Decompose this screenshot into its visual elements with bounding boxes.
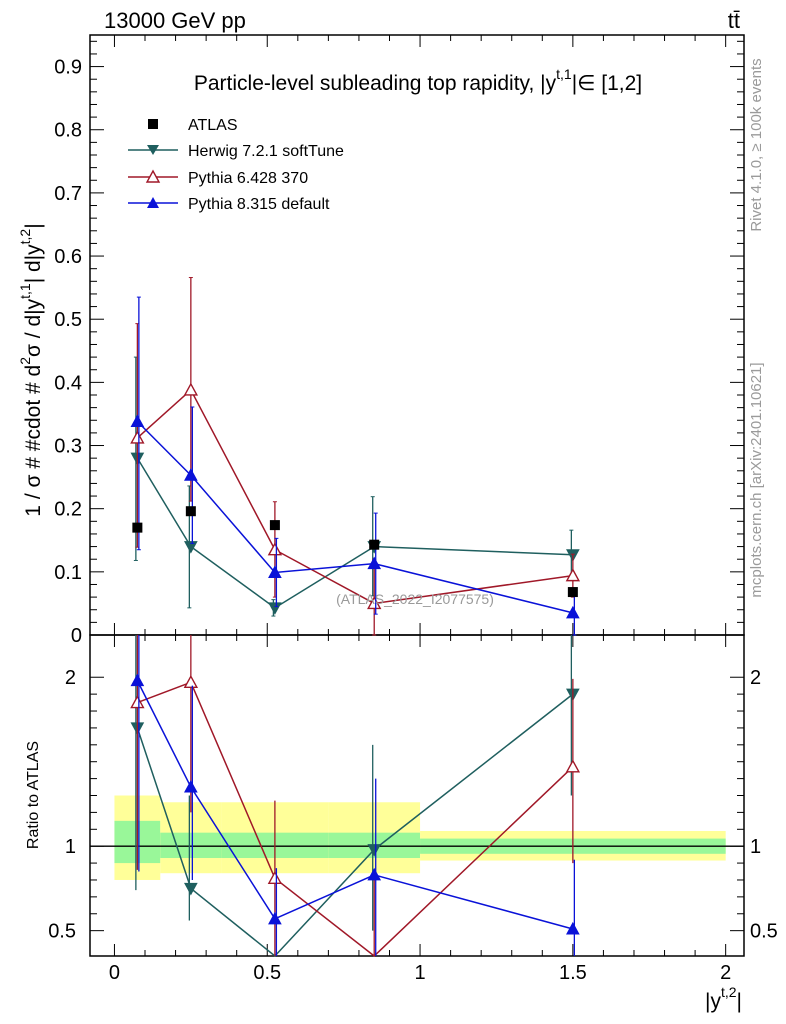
series-2-ratio-point-4 [566, 921, 580, 935]
uncertainty-bands [90, 795, 744, 880]
ratio-tick-label-right-2: 2 [750, 667, 761, 689]
y-tick-label-6: 0.6 [54, 246, 82, 268]
axis-ticks: 0 0.5 1 1.5 2 0 0.1 0.2 0.3 0.4 0.5 0.6 0.7 0.8 0.9 0.5… [48, 35, 778, 984]
legend-item-pythia8: Pythia 8.315 default [128, 196, 330, 213]
y-axis-label: 1 / σ # #cdot # d2σ / d|yt,1| d|yt,2| [17, 223, 45, 516]
legend-marker-pythia6 [145, 169, 161, 183]
ratio-tick-label-0: 0.5 [48, 921, 76, 943]
ratio-axis-label: Ratio to ATLAS [25, 741, 42, 849]
legend-item-herwig: Herwig 7.2.1 softTune [128, 143, 344, 160]
y-tick-label-3: 0.3 [54, 436, 82, 458]
band-inner-1 [160, 832, 222, 859]
series-2-ratio-point-3 [367, 867, 382, 881]
process-label: tt̄ [728, 8, 740, 33]
atlas-point-1 [185, 506, 196, 517]
legend-label-herwig: Herwig 7.2.1 softTune [188, 143, 344, 160]
y-tick-label-7: 0.7 [54, 183, 82, 205]
series-1-ratio-point-1 [183, 674, 199, 689]
series-2-point-4 [566, 605, 580, 619]
y-tick-label-8: 0.8 [54, 120, 82, 142]
main-series [130, 277, 581, 636]
legend-marker-atlas [148, 119, 158, 129]
atlas-point-4 [567, 587, 578, 598]
mcplots-label: mcplots.cern.ch [arXiv:2401.10621] [748, 362, 765, 597]
x-tick-label-2: 1 [414, 962, 425, 984]
series-1-point-0 [130, 430, 145, 444]
legend-label-pythia8: Pythia 8.315 default [188, 196, 330, 213]
atlas-point-0 [132, 522, 143, 533]
x-tick-label-0: 0 [109, 962, 120, 984]
y-tick-label-0: 0 [71, 625, 82, 647]
chart-title: Particle-level subleading top rapidity, … [194, 66, 642, 95]
legend-label-pythia6: Pythia 6.428 370 [188, 170, 308, 187]
series-2-point-1 [184, 468, 198, 481]
series-1-point-3 [367, 595, 382, 610]
series-2-ratio-point-2 [268, 911, 282, 925]
y-tick-label-1: 0.1 [54, 562, 82, 584]
series-1-point-1 [183, 382, 199, 396]
ratio-tick-label-2: 2 [65, 667, 76, 689]
energy-label: 13000 GeV pp [104, 8, 246, 33]
series-1-point-4 [565, 568, 581, 582]
legend-label-atlas: ATLAS [188, 117, 238, 134]
x-axis-label: |yt,2| [705, 984, 742, 1013]
series-2-ratio-point-0 [130, 673, 145, 687]
series-1-line [136, 388, 573, 605]
ratio-tick-label-1: 1 [65, 836, 76, 858]
legend-marker-herwig [147, 145, 159, 155]
atlas-point-2 [269, 520, 280, 531]
ratio-tick-label-right-1: 1 [750, 836, 761, 858]
ratio-series [130, 635, 581, 958]
legend-item-atlas: ATLAS [148, 117, 238, 134]
series-2-point-2 [268, 565, 282, 578]
ratio-tick-label-right-0: 0.5 [750, 921, 778, 943]
series-2-ratio-point-1 [184, 780, 198, 793]
y-tick-label-5: 0.5 [54, 309, 82, 331]
y-tick-label-4: 0.4 [54, 372, 82, 394]
series-1-ratio-point-0 [130, 695, 145, 709]
series-0-point-1 [184, 541, 198, 554]
x-tick-label-1: 0.5 [253, 962, 281, 984]
y-tick-label-9: 0.9 [54, 57, 82, 79]
series-2-point-0 [130, 414, 145, 428]
series-0-point-2 [268, 602, 282, 615]
atlas-point-3 [369, 539, 380, 550]
series-1-ratio-point-4 [565, 759, 581, 773]
x-tick-label-4: 2 [720, 962, 731, 984]
series-0-ratio-point-1 [184, 882, 198, 896]
legend: ATLAS Herwig 7.2.1 softTune Pythia 6.428… [128, 117, 344, 213]
rivet-label: Rivet 4.1.0, ≥ 100k events [748, 58, 765, 231]
series-1-point-2 [267, 542, 283, 556]
analysis-watermark: (ATLAS_2022_I2077575) [336, 591, 494, 607]
legend-item-pythia6: Pythia 6.428 370 [128, 169, 308, 187]
legend-marker-pythia8 [147, 197, 159, 208]
y-tick-label-2: 0.2 [54, 499, 82, 521]
series-2-point-3 [367, 556, 382, 570]
series-0-ratio-point-3 [367, 844, 382, 857]
series-1-ratio-point-2 [267, 870, 283, 884]
x-tick-label-3: 1.5 [559, 962, 587, 984]
